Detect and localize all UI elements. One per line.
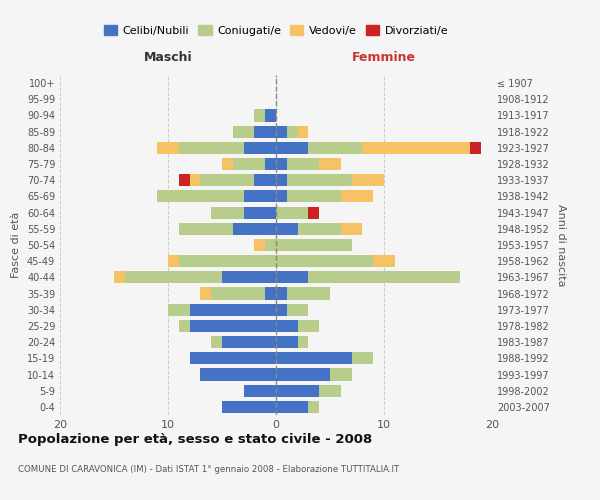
Bar	[362, 142, 470, 154]
Bar	[276, 142, 308, 154]
Bar	[287, 304, 308, 316]
Bar	[157, 190, 244, 202]
Bar	[222, 401, 276, 413]
Bar	[341, 190, 373, 202]
Bar	[233, 126, 254, 138]
Bar	[244, 142, 276, 154]
Bar	[244, 384, 276, 397]
Bar	[265, 288, 276, 300]
Bar	[276, 401, 308, 413]
Bar	[168, 255, 179, 268]
Bar	[211, 336, 222, 348]
Bar	[308, 401, 319, 413]
Bar	[254, 174, 276, 186]
Text: Maschi: Maschi	[143, 50, 193, 64]
Bar	[222, 272, 276, 283]
Bar	[298, 126, 308, 138]
Bar	[308, 206, 319, 218]
Bar	[254, 126, 276, 138]
Bar	[265, 110, 276, 122]
Bar	[276, 158, 287, 170]
Bar	[200, 288, 211, 300]
Bar	[276, 272, 308, 283]
Text: Femmine: Femmine	[352, 50, 416, 64]
Bar	[276, 288, 287, 300]
Bar	[276, 190, 287, 202]
Bar	[308, 142, 362, 154]
Bar	[211, 206, 244, 218]
Bar	[222, 158, 233, 170]
Bar	[276, 222, 298, 235]
Bar	[179, 255, 276, 268]
Text: COMUNE DI CARAVONICA (IM) - Dati ISTAT 1° gennaio 2008 - Elaborazione TUTTITALIA: COMUNE DI CARAVONICA (IM) - Dati ISTAT 1…	[18, 466, 399, 474]
Bar	[352, 352, 373, 364]
Bar	[276, 174, 287, 186]
Y-axis label: Fasce di età: Fasce di età	[11, 212, 21, 278]
Bar	[298, 320, 319, 332]
Bar	[179, 222, 233, 235]
Bar	[157, 142, 179, 154]
Bar	[276, 336, 298, 348]
Bar	[287, 190, 341, 202]
Bar	[254, 239, 265, 251]
Legend: Celibi/Nubili, Coniugati/e, Vedovi/e, Divorziati/e: Celibi/Nubili, Coniugati/e, Vedovi/e, Di…	[100, 20, 452, 40]
Bar	[233, 222, 276, 235]
Bar	[179, 320, 190, 332]
Bar	[287, 174, 352, 186]
Bar	[352, 174, 384, 186]
Bar	[265, 158, 276, 170]
Bar	[287, 126, 298, 138]
Bar	[265, 239, 276, 251]
Bar	[190, 320, 276, 332]
Bar	[287, 158, 319, 170]
Bar	[298, 222, 341, 235]
Bar	[244, 206, 276, 218]
Bar	[276, 384, 319, 397]
Text: Popolazione per età, sesso e stato civile - 2008: Popolazione per età, sesso e stato civil…	[18, 432, 372, 446]
Bar	[341, 222, 362, 235]
Bar	[298, 336, 308, 348]
Bar	[233, 158, 265, 170]
Bar	[200, 174, 254, 186]
Bar	[276, 126, 287, 138]
Bar	[179, 142, 244, 154]
Bar	[276, 352, 352, 364]
Bar	[276, 368, 330, 380]
Bar	[276, 206, 308, 218]
Bar	[200, 368, 276, 380]
Bar	[308, 272, 460, 283]
Bar	[276, 304, 287, 316]
Bar	[179, 174, 190, 186]
Bar	[470, 142, 481, 154]
Bar	[276, 239, 352, 251]
Bar	[276, 320, 298, 332]
Bar	[190, 174, 200, 186]
Bar	[319, 384, 341, 397]
Bar	[211, 288, 265, 300]
Y-axis label: Anni di nascita: Anni di nascita	[556, 204, 566, 286]
Bar	[276, 255, 373, 268]
Bar	[190, 304, 276, 316]
Bar	[114, 272, 125, 283]
Bar	[287, 288, 330, 300]
Bar	[254, 110, 265, 122]
Bar	[373, 255, 395, 268]
Bar	[125, 272, 222, 283]
Bar	[190, 352, 276, 364]
Bar	[319, 158, 341, 170]
Bar	[168, 304, 190, 316]
Bar	[244, 190, 276, 202]
Bar	[330, 368, 352, 380]
Bar	[222, 336, 276, 348]
